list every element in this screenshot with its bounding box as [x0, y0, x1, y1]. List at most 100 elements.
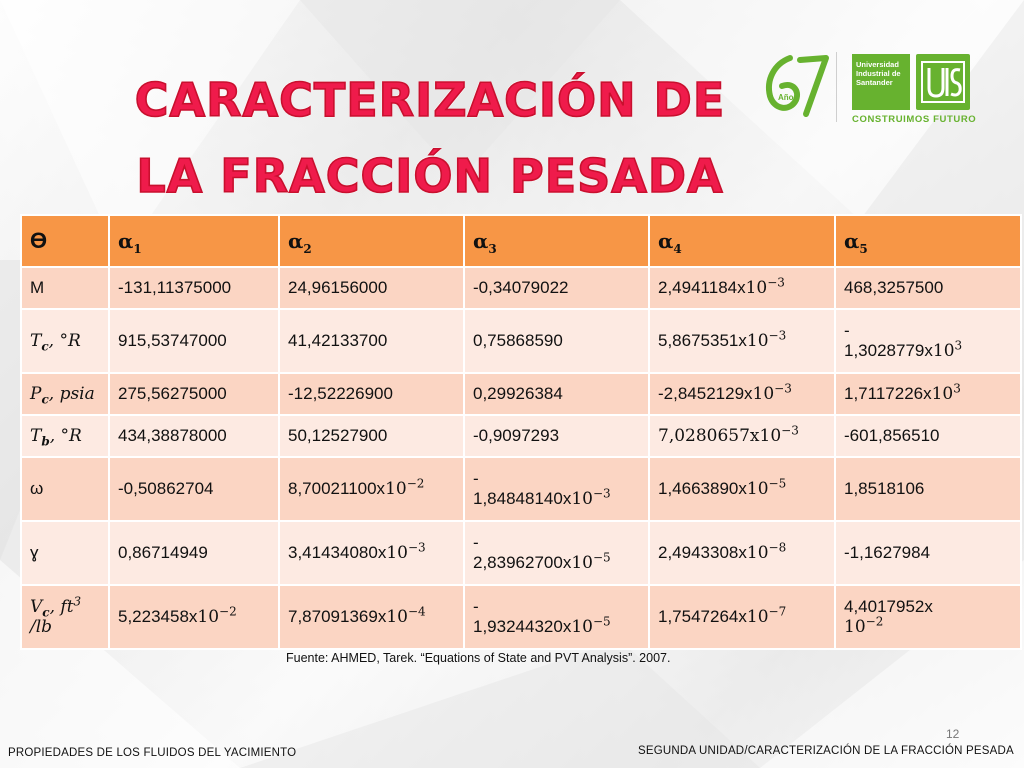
exponent: −3: [781, 423, 799, 438]
mantissa: 1,7117226x: [844, 384, 932, 403]
alpha-symbol: α: [658, 229, 674, 253]
university-line-3: Santander: [856, 78, 893, 87]
cell-a1: 434,38878000: [108, 414, 280, 458]
mantissa: 1,7547264x: [658, 607, 747, 626]
mantissa: 1,84848140x: [473, 489, 572, 508]
cell-a3: -0,34079022: [463, 266, 650, 310]
exponent: −5: [592, 550, 611, 565]
sign: -: [473, 469, 479, 488]
mantissa: 4,4017952x: [844, 597, 933, 616]
label-symbol: V: [30, 597, 43, 617]
row-label: Tc, °R: [20, 308, 110, 374]
exponent: −3: [767, 275, 785, 290]
sign: -: [473, 597, 479, 616]
base-ten: 10: [386, 543, 408, 563]
row-label: Tb, °R: [20, 414, 110, 458]
cell-a5: -1,1627984: [834, 520, 1022, 586]
cell-a1: -0,50862704: [108, 456, 280, 522]
label-unit: , °R: [49, 426, 82, 446]
label-symbol: T: [30, 331, 42, 351]
base-ten: 10: [746, 479, 769, 499]
cell-a4: 1,4663890x10−5: [648, 456, 836, 522]
alpha-index: 1: [133, 242, 142, 256]
base-ten: 10: [746, 607, 769, 627]
uis-emblem-icon: [916, 54, 970, 110]
label-power: 3: [73, 594, 82, 609]
label-unit: , °R: [48, 331, 81, 351]
cell-a2: 8,70021100x10−2: [278, 456, 465, 522]
cell-a3: -1,84848140x10−3: [463, 456, 650, 522]
title-line-1: CARACTERIZACIÓN DE: [134, 72, 726, 128]
page-number: 12: [946, 727, 960, 741]
header-alpha-1: α1: [108, 214, 280, 268]
row-label: M: [20, 266, 110, 310]
base-ten: 10: [385, 479, 407, 499]
sign: -: [844, 321, 850, 340]
cell-a2: 7,87091369x10−4: [278, 584, 465, 650]
cell-a2: 3,41434080x10−3: [278, 520, 465, 586]
base-ten: 10: [197, 607, 220, 627]
alpha-symbol: α: [844, 229, 860, 253]
exponent: −2: [406, 476, 425, 491]
alpha-index: 3: [488, 242, 497, 256]
base-ten: 10: [752, 384, 775, 404]
exponent: −2: [219, 604, 237, 619]
anniversary-67-logo: Años: [760, 50, 832, 122]
label-unit: , psia: [48, 384, 95, 404]
cell-a5: -601,856510: [834, 414, 1022, 458]
alpha-symbol: α: [288, 229, 304, 253]
exponent: −2: [865, 614, 884, 629]
cell-a5: 1,8518106: [834, 456, 1022, 522]
cell-a3: 0,29926384: [463, 372, 650, 416]
footer-right: SEGUNDA UNIDAD/CARACTERIZACIÓN DE LA FRA…: [638, 745, 1014, 757]
label-symbol: P: [30, 384, 42, 404]
exponent: −3: [768, 328, 787, 343]
table-row-Tb: Tb, °R 434,38878000 50,12527900 -0,90972…: [20, 414, 1022, 458]
mantissa: -2,8452129x: [658, 384, 753, 403]
cell-a5: -1,3028779x103: [834, 308, 1022, 374]
label-unit: , ft: [49, 597, 74, 617]
title-line-2: LA FRACCIÓN PESADA: [136, 148, 724, 204]
label-subscript: c: [41, 392, 49, 407]
header-alpha-5: α5: [834, 214, 1022, 268]
mantissa: 1,4663890x: [658, 479, 747, 498]
mantissa: 1,93244320x: [473, 617, 572, 636]
alpha-index: 4: [673, 242, 682, 256]
cell-a4: 2,4943308x10−8: [648, 520, 836, 586]
heavy-fraction-coefficients-table: ϴ α1 α2 α3 α4 α5 M -131,11375000 24,9615…: [20, 214, 1022, 650]
mantissa: 2,4943308x: [658, 543, 747, 562]
exponent: −8: [768, 540, 787, 555]
cell-a4: 7,0280657x10−3: [648, 414, 836, 458]
mantissa: 5,223458x: [118, 607, 198, 626]
anniversary-text: Años: [778, 93, 799, 102]
row-label: ω: [20, 456, 110, 522]
sign: -: [473, 533, 479, 552]
base-ten: 10: [386, 607, 408, 627]
cell-a3: -1,93244320x10−5: [463, 584, 650, 650]
source-citation: Fuente: AHMED, Tarek. “Equations of Stat…: [286, 651, 671, 665]
label-subscript: c: [42, 605, 50, 620]
footer-left: PROPIEDADES DE LOS FLUIDOS DEL YACIMIENT…: [8, 747, 297, 759]
slide-title: CARACTERIZACIÓN DE LA FRACCIÓN PESADA: [120, 62, 740, 214]
table-row-gamma: ɣ 0,86714949 3,41434080x10−3 -2,83962700…: [20, 520, 1022, 586]
exponent: −7: [768, 604, 787, 619]
university-line-2: Industrial de: [856, 69, 901, 78]
mantissa: 8,70021100x: [288, 479, 386, 498]
cell-a2: 24,96156000: [278, 266, 465, 310]
row-label: Pc, psia: [20, 372, 110, 416]
table-header-row: ϴ α1 α2 α3 α4 α5: [20, 214, 1022, 268]
base-ten: 10: [745, 278, 768, 298]
alpha-symbol: α: [118, 229, 134, 253]
base-ten: 10: [746, 331, 769, 351]
alpha-index: 5: [859, 242, 868, 256]
mantissa: 2,4941184x: [658, 278, 746, 297]
mantissa: 1,3028779x: [844, 341, 933, 360]
exponent: −3: [592, 486, 611, 501]
table-row-Vc: Vc, ft3/lb 5,223458x10−2 7,87091369x10−4…: [20, 584, 1022, 650]
base-ten: 10: [746, 543, 769, 563]
exponent: 3: [954, 338, 963, 353]
mantissa: 3,41434080x: [288, 543, 387, 562]
header-theta: ϴ: [20, 214, 110, 268]
mantissa: 7,87091369x: [288, 607, 387, 626]
cell-a4: 2,4941184x10−3: [648, 266, 836, 310]
